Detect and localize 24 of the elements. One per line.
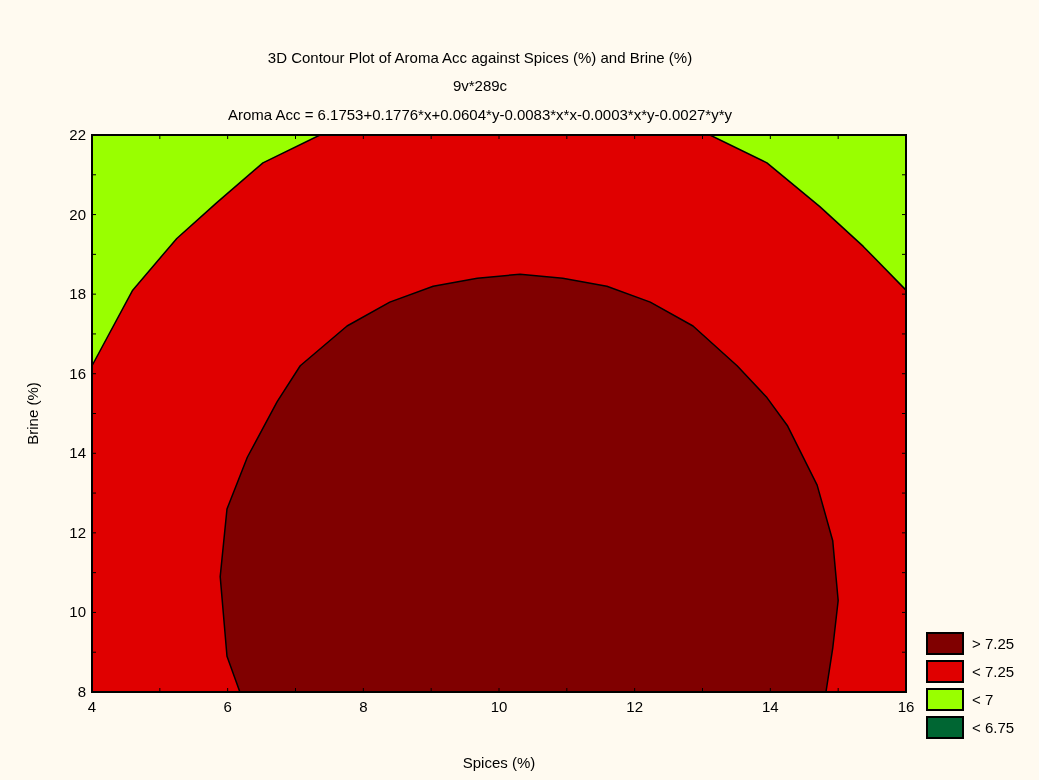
x-tick-label: 8 <box>359 698 368 715</box>
legend-label: < 6.75 <box>972 719 1015 736</box>
y-tick-label: 22 <box>69 126 86 143</box>
legend-label: < 7 <box>972 691 994 708</box>
y-tick-label: 16 <box>69 364 86 382</box>
y-tick-label: 8 <box>77 683 86 700</box>
legend-label: < 7.25 <box>972 663 1015 680</box>
chart-title: 3D Contour Plot of Aroma Acc against Spices (%) and Brine (%) <box>267 49 693 66</box>
y-tick-label: 18 <box>69 285 86 303</box>
x-tick-label: 6 <box>223 698 232 715</box>
x-tick-label: 16 <box>897 698 915 715</box>
legend-label: > 7.25 <box>972 635 1015 652</box>
y-tick-label: 10 <box>69 603 86 621</box>
x-tick-label: 10 <box>490 698 508 715</box>
y-tick-label: 14 <box>69 444 86 462</box>
x-tick-label: 12 <box>626 698 644 715</box>
chart-subtitle: 9v*289c <box>452 77 508 94</box>
text: Aroma Acc = 6.1753+0.1776*x+0.0604*y-0.0083*x*x-0.0003*x*y-0.0027*y*y <box>227 106 733 123</box>
y-tick-label: 12 <box>69 523 86 541</box>
y-axis-title: Brine (%) <box>24 382 41 445</box>
x-tick-label: 14 <box>761 698 779 715</box>
y-tick-label: 20 <box>69 205 86 223</box>
x-axis-title: Spices (%) <box>462 754 536 771</box>
x-tick-label: 4 <box>87 698 97 715</box>
